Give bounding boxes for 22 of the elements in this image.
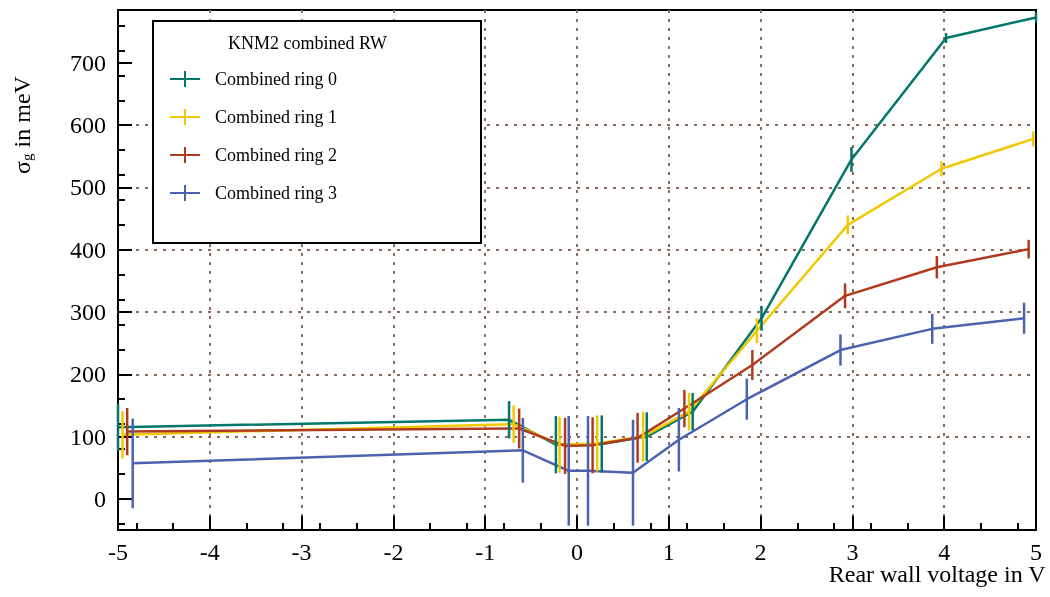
legend-label: Combined ring 1: [215, 107, 337, 127]
y-axis-title: σg in meV: [9, 75, 35, 174]
x-tick-label: 0: [571, 539, 583, 565]
x-tick-label: -4: [199, 539, 220, 565]
y-tick-label: 200: [70, 361, 106, 388]
y-tick-label: 400: [70, 236, 106, 263]
x-tick-label: 2: [754, 539, 767, 565]
legend-label: Combined ring 3: [215, 183, 337, 203]
x-tick-label: -2: [383, 539, 404, 565]
legend-label: Combined ring 0: [215, 69, 337, 89]
y-tick-label: 100: [70, 423, 106, 450]
y-tick-label: 300: [70, 299, 106, 326]
x-tick-label: -1: [475, 539, 496, 565]
legend-title: KNM2 combined RW: [228, 33, 387, 53]
y-tick-label: 600: [70, 112, 106, 139]
legend-label: Combined ring 2: [215, 145, 337, 165]
x-tick-label: 1: [662, 539, 675, 565]
y-tick-label: 0: [94, 485, 106, 512]
x-tick-label: -3: [291, 539, 312, 565]
x-tick-label: -5: [108, 539, 128, 565]
y-tick-label: 500: [70, 174, 106, 201]
y-tick-label: 700: [70, 49, 106, 76]
